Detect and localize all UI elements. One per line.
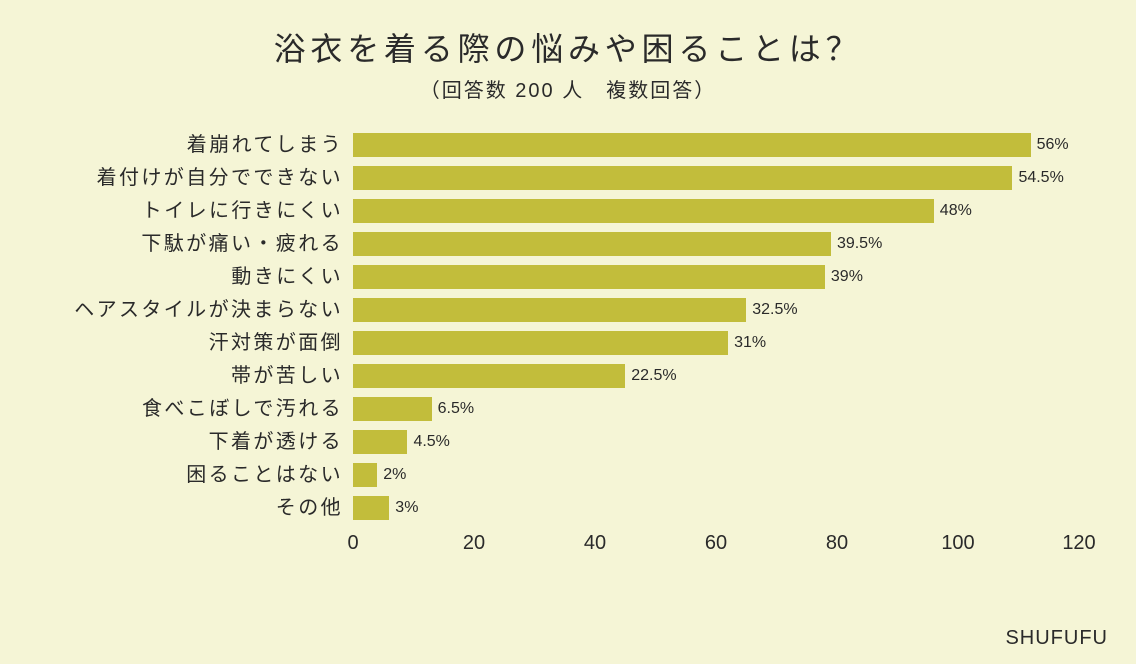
- value-label: 6.5%: [438, 400, 474, 418]
- category-label: トイレに行きにくい: [35, 201, 343, 221]
- chart-area: 着崩れてしまう 56% 着付けが自分でできない 54.5% トイレに行きにくい 48% 下駄…: [35, 128, 1105, 598]
- x-tick-label: 60: [705, 532, 727, 555]
- chart-row: 下駄が痛い・疲れる 39.5%: [35, 227, 1105, 260]
- category-label: 食べこぼしで汚れる: [35, 399, 343, 419]
- chart-row: 帯が苦しい 22.5%: [35, 359, 1105, 392]
- bar: [353, 430, 407, 454]
- category-label: 困ることはない: [35, 465, 343, 485]
- value-label: 56%: [1037, 136, 1069, 154]
- value-label: 2%: [383, 466, 406, 484]
- bar: [353, 463, 377, 487]
- bar: [353, 166, 1012, 190]
- value-label: 48%: [940, 202, 972, 220]
- value-label: 32.5%: [752, 301, 797, 319]
- chart-row: 着付けが自分でできない 54.5%: [35, 161, 1105, 194]
- category-label: 動きにくい: [35, 267, 343, 287]
- bar: [353, 232, 831, 256]
- bar: [353, 331, 728, 355]
- bar: [353, 397, 432, 421]
- category-label: ヘアスタイルが決まらない: [35, 300, 343, 320]
- value-label: 39%: [831, 268, 863, 286]
- bar: [353, 298, 746, 322]
- x-tick-label: 40: [584, 532, 606, 555]
- value-label: 22.5%: [631, 367, 676, 385]
- x-tick-label: 80: [826, 532, 848, 555]
- chart-subtitle: （回答数 200 人 複数回答）: [0, 74, 1136, 103]
- bar: [353, 133, 1031, 157]
- chart-title: 浴衣を着る際の悩みや困ることは？: [0, 0, 1136, 70]
- credit: SHUFUFU: [1005, 627, 1108, 650]
- category-label: 下着が透ける: [35, 432, 343, 452]
- chart-row: 着崩れてしまう 56%: [35, 128, 1105, 161]
- value-label: 3%: [395, 499, 418, 517]
- value-label: 4.5%: [413, 433, 449, 451]
- chart-row: その他 3%: [35, 491, 1105, 524]
- category-label: その他: [35, 498, 343, 518]
- chart-row: 汗対策が面倒 31%: [35, 326, 1105, 359]
- x-tick-label: 120: [1062, 532, 1095, 555]
- chart-row: 下着が透ける 4.5%: [35, 425, 1105, 458]
- chart-row: 困ることはない 2%: [35, 458, 1105, 491]
- x-tick-label: 0: [347, 532, 358, 555]
- bar: [353, 199, 934, 223]
- x-tick-label: 20: [463, 532, 485, 555]
- bar: [353, 496, 389, 520]
- category-label: 汗対策が面倒: [35, 333, 343, 353]
- category-label: 着付けが自分でできない: [35, 168, 343, 188]
- category-label: 帯が苦しい: [35, 366, 343, 386]
- category-label: 下駄が痛い・疲れる: [35, 234, 343, 254]
- chart-row: トイレに行きにくい 48%: [35, 194, 1105, 227]
- chart-row: 食べこぼしで汚れる 6.5%: [35, 392, 1105, 425]
- x-tick-label: 100: [941, 532, 974, 555]
- chart-row: ヘアスタイルが決まらない 32.5%: [35, 293, 1105, 326]
- value-label: 31%: [734, 334, 766, 352]
- bar: [353, 364, 625, 388]
- chart-row: 動きにくい 39%: [35, 260, 1105, 293]
- bar: [353, 265, 825, 289]
- value-label: 39.5%: [837, 235, 882, 253]
- value-label: 54.5%: [1018, 169, 1063, 187]
- category-label: 着崩れてしまう: [35, 135, 343, 155]
